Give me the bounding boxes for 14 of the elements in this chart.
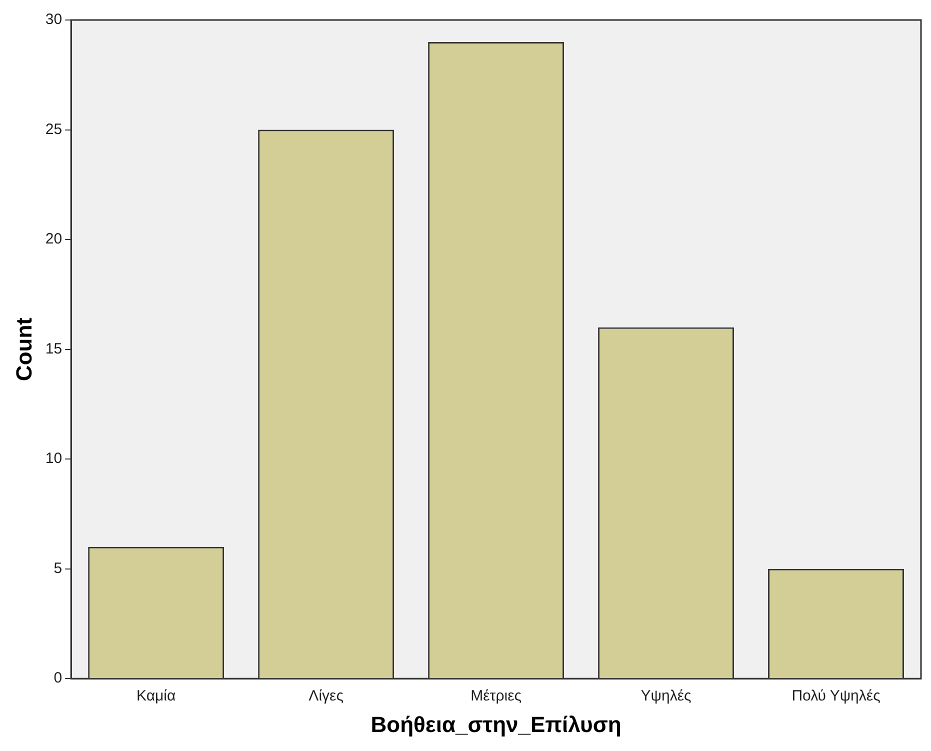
y-tick-label: 0 bbox=[54, 670, 62, 687]
y-tick-label: 30 bbox=[45, 11, 62, 28]
x-axis-title: Βοήθεια_στην_Επίλυση bbox=[370, 712, 622, 737]
y-axis-title: Count bbox=[11, 316, 36, 382]
y-tick-label: 20 bbox=[45, 230, 62, 248]
y-tick-label: 15 bbox=[45, 340, 62, 358]
x-tick-label: Καμία bbox=[136, 688, 176, 705]
y-tick-label: 10 bbox=[45, 450, 62, 468]
y-tick-label: 5 bbox=[54, 560, 62, 577]
x-tick-label: Λίγες bbox=[308, 688, 344, 705]
x-tick-label: Πολύ Υψηλές bbox=[792, 688, 880, 705]
x-tick-label: Μέτριες bbox=[470, 688, 522, 705]
y-tick-label: 25 bbox=[45, 120, 62, 138]
x-tick-label: Υψηλές bbox=[640, 688, 692, 705]
